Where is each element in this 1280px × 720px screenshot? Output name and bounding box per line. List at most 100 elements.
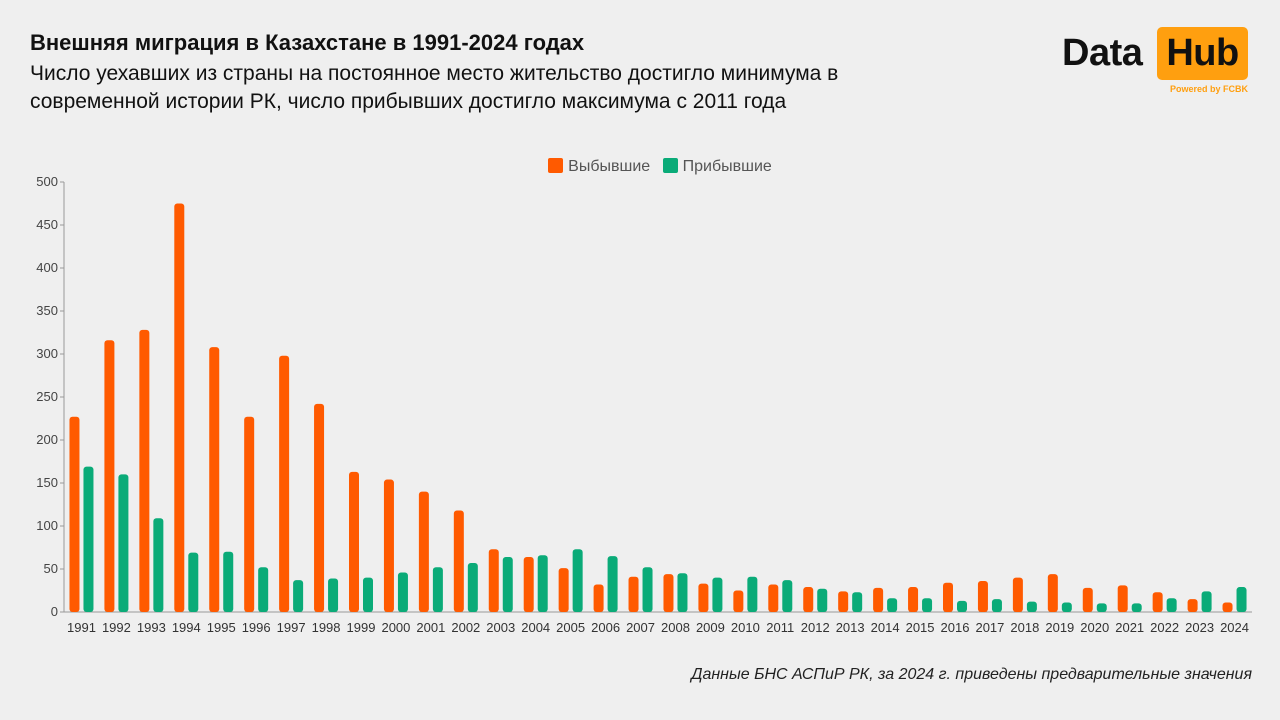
bar-departed-2002 bbox=[453, 510, 464, 612]
bar-arrived-1995 bbox=[223, 551, 234, 612]
bar-arrived-2005 bbox=[572, 549, 583, 612]
bar-departed-2010 bbox=[733, 590, 744, 612]
x-tick-label-1992: 1992 bbox=[102, 620, 131, 635]
legend-label-departed: Выбывшие bbox=[568, 158, 651, 175]
bar-arrived-2004 bbox=[537, 555, 548, 612]
chart-title: Внешняя миграция в Казахстане в 1991-202… bbox=[30, 30, 585, 55]
legend-label-arrived: Прибывшие bbox=[682, 158, 772, 175]
bar-arrived-2007 bbox=[642, 567, 653, 612]
x-tick-label-2014: 2014 bbox=[871, 620, 900, 635]
bar-departed-2015 bbox=[908, 587, 919, 612]
bar-arrived-2012 bbox=[817, 588, 828, 612]
y-tick-label: 500 bbox=[36, 174, 58, 189]
y-tick-label: 50 bbox=[44, 561, 58, 576]
bar-departed-2023 bbox=[1187, 599, 1198, 612]
x-tick-label-2016: 2016 bbox=[941, 620, 970, 635]
bar-departed-2017 bbox=[977, 581, 988, 612]
bar-departed-2012 bbox=[803, 587, 814, 612]
x-tick-label-2010: 2010 bbox=[731, 620, 760, 635]
bar-departed-2016 bbox=[943, 582, 953, 612]
x-tick-label-1996: 1996 bbox=[242, 620, 271, 635]
y-tick-label: 200 bbox=[36, 432, 58, 447]
bar-arrived-2006 bbox=[607, 556, 618, 612]
legend-item-arrived: Прибывшие bbox=[662, 158, 772, 176]
x-tick-label-2013: 2013 bbox=[836, 620, 865, 635]
x-tick-label-2022: 2022 bbox=[1150, 620, 1179, 635]
x-tick-label-1994: 1994 bbox=[172, 620, 201, 635]
y-tick-label: 400 bbox=[36, 260, 58, 275]
bar-arrived-2020 bbox=[1096, 603, 1107, 612]
bar-arrived-2024 bbox=[1236, 587, 1247, 612]
x-tick-label-2001: 2001 bbox=[416, 620, 445, 635]
bar-arrived-1996 bbox=[258, 567, 269, 612]
bar-arrived-2014 bbox=[887, 598, 898, 612]
x-tick-label-2012: 2012 bbox=[801, 620, 830, 635]
y-tick-label: 100 bbox=[36, 518, 58, 533]
bar-arrived-1997 bbox=[293, 580, 304, 612]
x-tick-label-2002: 2002 bbox=[451, 620, 480, 635]
bar-departed-1998 bbox=[314, 403, 325, 612]
bar-departed-2020 bbox=[1082, 587, 1093, 612]
bar-departed-2024 bbox=[1222, 602, 1233, 612]
bar-departed-2022 bbox=[1152, 592, 1163, 612]
bar-departed-2005 bbox=[558, 568, 569, 612]
x-tick-label-2019: 2019 bbox=[1045, 620, 1074, 635]
bar-departed-1997 bbox=[279, 355, 290, 612]
bar-departed-1999 bbox=[349, 471, 359, 612]
bar-departed-2008 bbox=[663, 574, 674, 612]
x-tick-label-2003: 2003 bbox=[486, 620, 515, 635]
chart-subtitle: Число уехавших из страны на постоянное м… bbox=[30, 62, 839, 113]
bar-arrived-2000 bbox=[397, 572, 408, 612]
bar-departed-2006 bbox=[593, 584, 604, 612]
bar-departed-1995 bbox=[209, 347, 220, 612]
x-tick-label-2008: 2008 bbox=[661, 620, 690, 635]
bar-arrived-2023 bbox=[1201, 591, 1212, 612]
x-tick-label-2023: 2023 bbox=[1185, 620, 1214, 635]
y-tick-label: 350 bbox=[36, 303, 58, 318]
x-tick-label-2017: 2017 bbox=[975, 620, 1004, 635]
bar-arrived-2009 bbox=[712, 577, 723, 612]
x-tick-label-1997: 1997 bbox=[277, 620, 306, 635]
bar-departed-1991 bbox=[69, 416, 80, 612]
bar-departed-2004 bbox=[523, 556, 534, 612]
x-tick-label-2020: 2020 bbox=[1080, 620, 1109, 635]
x-tick-label-1995: 1995 bbox=[207, 620, 236, 635]
x-tick-label-2000: 2000 bbox=[381, 620, 410, 635]
bar-arrived-2010 bbox=[747, 576, 758, 612]
x-tick-label-2006: 2006 bbox=[591, 620, 620, 635]
bar-departed-2013 bbox=[838, 591, 849, 612]
x-tick-label-1991: 1991 bbox=[67, 620, 96, 635]
bar-arrived-2021 bbox=[1131, 603, 1142, 612]
y-tick-label: 0 bbox=[51, 604, 58, 619]
bar-departed-2009 bbox=[698, 583, 709, 612]
legend-swatch-departed bbox=[548, 158, 564, 173]
logo-hub-box: Hub bbox=[1157, 27, 1248, 80]
x-tick-label-2024: 2024 bbox=[1220, 620, 1249, 635]
y-tick-label: 450 bbox=[36, 217, 58, 232]
bar-arrived-2003 bbox=[502, 556, 513, 612]
bar-departed-1996 bbox=[244, 416, 255, 612]
logo-tagline: Powered by FCBK bbox=[1169, 84, 1248, 94]
bar-arrived-2008 bbox=[677, 573, 688, 612]
legend-item-departed: Выбывшие bbox=[548, 158, 650, 176]
legend-swatch-arrived bbox=[662, 158, 678, 173]
bar-departed-2000 bbox=[383, 479, 394, 612]
x-tick-label-2004: 2004 bbox=[521, 620, 550, 635]
bar-arrived-1992 bbox=[118, 474, 129, 612]
x-tick-label-2015: 2015 bbox=[906, 620, 935, 635]
bar-arrived-2001 bbox=[432, 567, 443, 612]
x-tick-label-2021: 2021 bbox=[1115, 620, 1144, 635]
bar-arrived-2002 bbox=[467, 562, 478, 612]
logo-word-hub: Hub bbox=[1166, 32, 1239, 74]
bar-departed-2007 bbox=[628, 576, 639, 612]
logo-word-data: Data bbox=[1062, 32, 1143, 74]
y-tick-label: 300 bbox=[36, 346, 58, 361]
x-tick-label-2009: 2009 bbox=[696, 620, 725, 635]
bar-arrived-2018 bbox=[1026, 601, 1037, 612]
bar-departed-1992 bbox=[104, 340, 115, 612]
x-tick-label-2005: 2005 bbox=[556, 620, 585, 635]
bar-departed-2018 bbox=[1012, 577, 1023, 612]
bar-departed-2001 bbox=[418, 491, 429, 612]
bar-arrived-1994 bbox=[188, 552, 199, 612]
